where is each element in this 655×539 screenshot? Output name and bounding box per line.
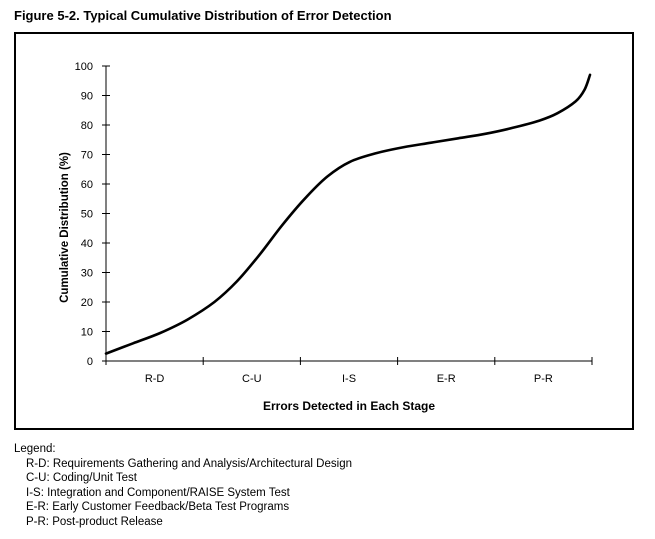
series-line (104, 73, 592, 355)
x-tick-label: E-R (437, 373, 456, 385)
y-tick-label: 90 (81, 91, 93, 103)
x-tick-label: C-U (242, 373, 262, 385)
y-tick-label: 20 (81, 297, 93, 309)
y-tick-label: 30 (81, 268, 93, 280)
figure-title: Figure 5-2. Typical Cumulative Distribut… (14, 8, 392, 23)
y-axis-title: Cumulative Distribution (%) (59, 152, 71, 303)
y-tick-label: 70 (81, 150, 93, 162)
x-tick-label: I-S (342, 373, 356, 385)
x-tick-label: P-R (534, 373, 553, 385)
y-tick-label: 50 (81, 209, 93, 221)
y-tick-label: 100 (75, 61, 93, 73)
y-tick-label: 60 (81, 179, 93, 191)
x-axis-title: Errors Detected in Each Stage (263, 399, 435, 413)
y-tick-label: 80 (81, 120, 93, 132)
legend-item-cu: C-U: Coding/Unit Test (26, 472, 137, 484)
legend-item-is: I-S: Integration and Component/RAISE Sys… (26, 486, 290, 499)
legend-heading: Legend: (14, 443, 56, 455)
legend-item-er: E-R: Early Customer Feedback/Beta Test P… (26, 501, 290, 513)
chart-frame (14, 32, 634, 430)
legend-item-pr: P-R: Post-product Release (26, 515, 163, 528)
legend: Legend: R-D: Requirements Gathering and … (14, 442, 352, 529)
y-tick-label: 40 (81, 238, 93, 250)
y-tick-label: 0 (87, 356, 93, 368)
x-tick-label: R-D (145, 373, 165, 385)
legend-item-rd: R-D: Requirements Gathering and Analysis… (26, 457, 352, 470)
y-tick-label: 10 (81, 327, 93, 339)
